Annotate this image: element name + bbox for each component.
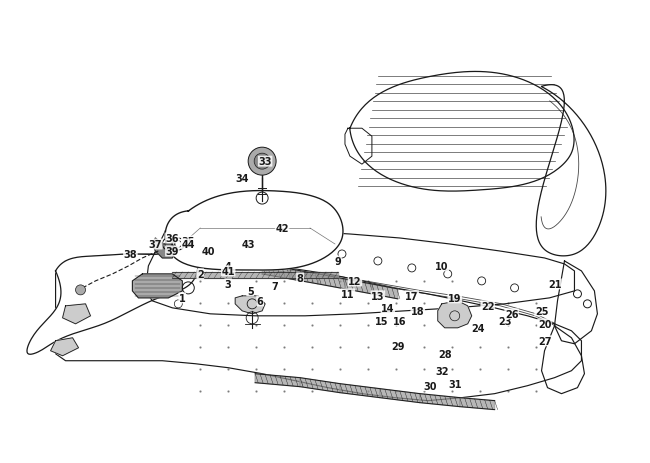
Polygon shape	[460, 398, 495, 410]
Text: 15: 15	[375, 316, 389, 326]
Text: 40: 40	[202, 246, 215, 257]
Text: 12: 12	[348, 276, 361, 286]
Text: 5: 5	[247, 286, 254, 296]
Polygon shape	[51, 338, 79, 356]
Text: 11: 11	[341, 289, 355, 299]
Polygon shape	[437, 301, 472, 328]
Circle shape	[248, 148, 276, 176]
Text: 1: 1	[179, 293, 186, 303]
Text: 34: 34	[235, 174, 249, 184]
Polygon shape	[340, 384, 380, 398]
Polygon shape	[27, 252, 198, 355]
Text: 29: 29	[391, 341, 404, 351]
Text: 27: 27	[538, 336, 551, 346]
Text: 10: 10	[435, 261, 448, 271]
Polygon shape	[420, 394, 460, 407]
Text: 38: 38	[124, 250, 137, 259]
Text: 23: 23	[498, 316, 512, 326]
Polygon shape	[146, 229, 575, 316]
Text: 36: 36	[166, 233, 179, 244]
Text: 33: 33	[259, 157, 272, 167]
Text: 6: 6	[257, 296, 263, 306]
Polygon shape	[255, 374, 300, 387]
Text: 16: 16	[393, 316, 407, 326]
Polygon shape	[554, 262, 597, 344]
Text: 17: 17	[405, 291, 419, 301]
Polygon shape	[56, 254, 582, 401]
Text: 41: 41	[222, 266, 235, 276]
Text: 43: 43	[241, 239, 255, 250]
Text: 19: 19	[448, 293, 462, 303]
Polygon shape	[345, 279, 372, 294]
Polygon shape	[235, 296, 265, 314]
Text: 22: 22	[481, 301, 495, 311]
Polygon shape	[380, 389, 420, 403]
Text: 31: 31	[448, 379, 462, 389]
Text: 28: 28	[438, 349, 452, 359]
Text: 30: 30	[423, 381, 437, 391]
Polygon shape	[372, 284, 398, 299]
Circle shape	[75, 285, 86, 295]
Text: 20: 20	[538, 319, 551, 329]
Polygon shape	[133, 274, 182, 298]
Polygon shape	[290, 269, 318, 284]
Polygon shape	[300, 378, 340, 393]
Polygon shape	[62, 304, 90, 324]
Polygon shape	[152, 238, 176, 258]
Text: 37: 37	[149, 239, 162, 250]
Polygon shape	[541, 326, 584, 394]
Polygon shape	[318, 274, 345, 289]
Polygon shape	[350, 72, 574, 192]
Text: 18: 18	[411, 306, 424, 316]
Polygon shape	[536, 86, 606, 257]
Text: 21: 21	[548, 279, 561, 289]
Text: 24: 24	[471, 323, 484, 333]
Text: 35: 35	[181, 237, 195, 246]
Text: 13: 13	[371, 291, 385, 301]
Text: 3: 3	[225, 279, 231, 289]
Text: 39: 39	[166, 246, 179, 257]
Text: 2: 2	[197, 269, 203, 279]
Text: 4: 4	[225, 261, 231, 271]
Polygon shape	[262, 264, 290, 279]
Text: 7: 7	[272, 282, 278, 291]
Text: 25: 25	[535, 306, 549, 316]
Text: 42: 42	[276, 224, 289, 233]
Text: 9: 9	[335, 257, 341, 266]
Circle shape	[254, 154, 270, 170]
Text: 8: 8	[296, 273, 304, 283]
Text: 14: 14	[381, 303, 395, 313]
Text: 26: 26	[505, 309, 518, 319]
Polygon shape	[165, 191, 343, 270]
Text: 32: 32	[435, 366, 448, 376]
Text: 44: 44	[181, 239, 195, 250]
